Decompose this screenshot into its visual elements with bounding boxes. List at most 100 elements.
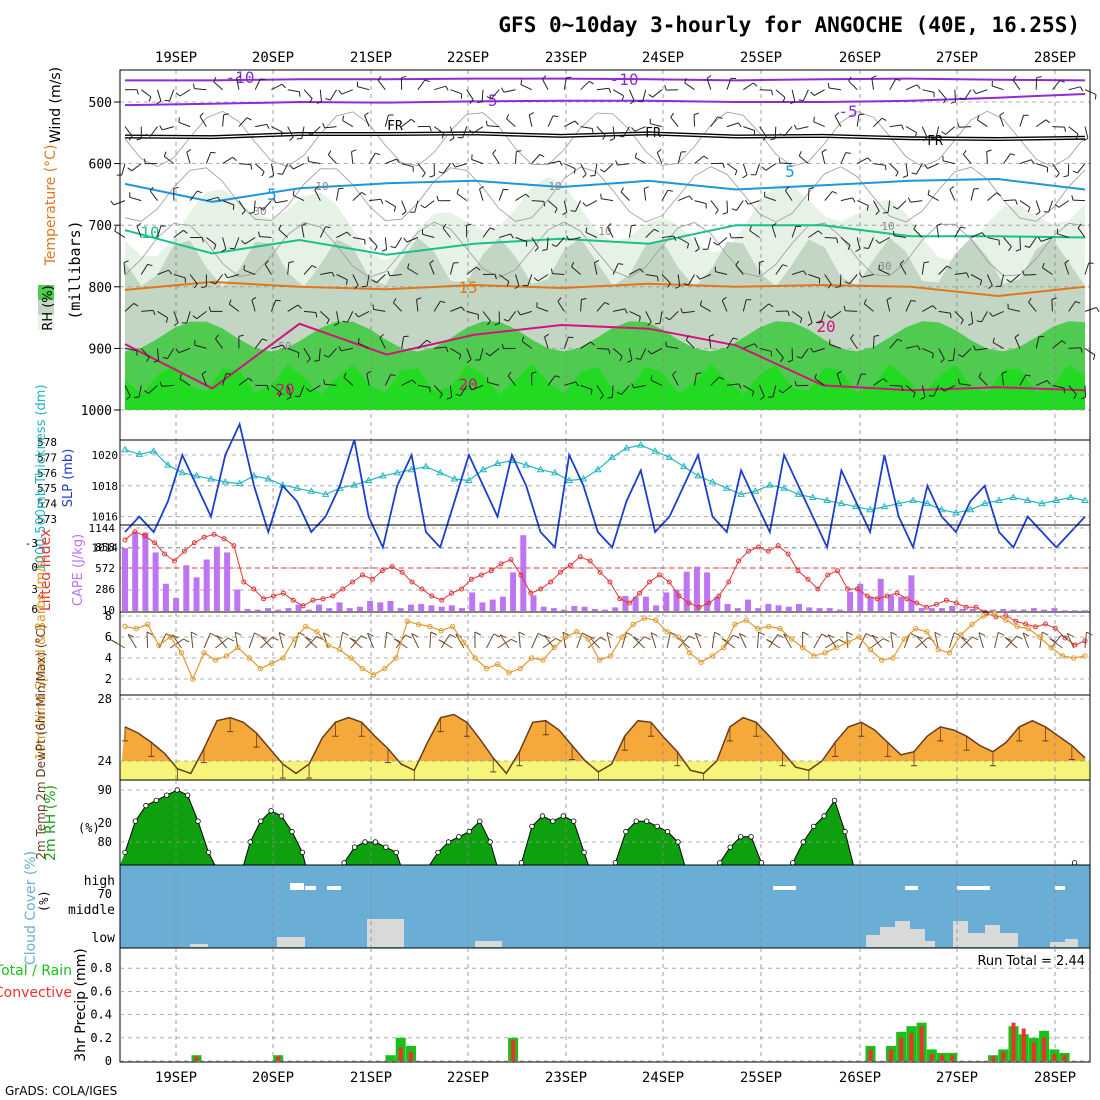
li-point — [478, 572, 484, 578]
wind-barb — [319, 226, 326, 238]
wind-barb-flag — [325, 226, 331, 229]
wind-speed-point — [280, 655, 286, 661]
li-point — [647, 579, 652, 585]
thickness-line — [124, 444, 1086, 514]
wind-barb — [856, 114, 860, 127]
wind-speed-point — [1082, 653, 1088, 659]
wind-barb-flag — [251, 296, 257, 301]
wind-barb-flag — [810, 91, 815, 96]
wind-barb-flag — [261, 171, 265, 177]
rh2m-point — [644, 818, 650, 824]
wind-barb-flag — [201, 370, 207, 375]
rh2m-point — [289, 828, 295, 835]
surface-wind-barb-flag — [127, 633, 135, 638]
wind-barb-flag — [978, 372, 982, 378]
wind-barb-flag — [479, 185, 484, 190]
temp-line — [124, 713, 1086, 775]
wind-barb-flag — [466, 359, 472, 363]
wind-barb-flag — [507, 371, 512, 377]
wind-barb — [1048, 200, 1053, 213]
wind-speed-point — [472, 655, 478, 661]
wind-barb-flag — [163, 151, 167, 157]
thickness-point — [837, 499, 846, 507]
thickness-point — [565, 476, 574, 483]
wind-barb — [771, 225, 777, 238]
wind-barb-flag — [867, 157, 872, 162]
wind-barb-flag — [201, 237, 204, 243]
wind-barb — [743, 126, 755, 131]
wind-barb — [287, 89, 300, 93]
wind-barb-flag — [199, 112, 204, 117]
cape-bar — [653, 605, 660, 611]
wind-barb — [970, 311, 974, 324]
wind-barb — [515, 193, 526, 202]
wind-barb — [735, 200, 744, 211]
wind-barb — [596, 385, 604, 396]
li-point — [518, 572, 524, 578]
wind-barb — [450, 306, 462, 312]
thickness-point — [350, 481, 359, 488]
cape-bar — [1041, 609, 1048, 611]
thickness-point — [722, 484, 731, 491]
wind-barb-flag — [403, 237, 408, 243]
wind-speed-point — [574, 629, 580, 635]
wind-barb-flag — [372, 304, 374, 310]
wind-barb-flag — [674, 285, 680, 289]
li-point — [320, 596, 326, 602]
wind-speed-point — [438, 628, 444, 634]
wind-barb-flag — [922, 137, 928, 142]
wind-barb — [1024, 274, 1037, 276]
surface-wind-barb — [260, 635, 273, 649]
wind-barb — [157, 89, 162, 102]
wind-barb-flag — [940, 358, 945, 363]
wind-barb — [308, 161, 321, 165]
wind-barb-flag — [590, 341, 595, 346]
surface-wind-barb-flag — [978, 632, 986, 637]
li-point — [290, 597, 296, 603]
thickness-point — [636, 441, 645, 448]
wind-barb — [808, 274, 820, 279]
li-point — [795, 568, 801, 574]
wind-barb — [314, 189, 321, 201]
wind-barb-flag — [1014, 333, 1020, 338]
wind-barb — [621, 385, 630, 395]
surface-wind-barb-flag — [838, 639, 846, 643]
thickness-point — [765, 481, 774, 488]
cape-bar — [939, 608, 945, 611]
wind-barb — [677, 274, 681, 287]
isotherm-line — [124, 224, 1086, 256]
wind-barb-flag — [469, 99, 474, 104]
wind-barb — [351, 151, 354, 164]
surface-wind-barb — [350, 635, 362, 649]
wind-barb — [547, 200, 558, 209]
rh2m-point — [163, 792, 170, 798]
wind-barb-flag — [544, 333, 550, 338]
pressure-axis-label: (millibars) — [66, 220, 84, 319]
wind-barb — [487, 125, 500, 128]
wind-barb — [194, 344, 207, 349]
wind-speed-point — [845, 639, 851, 645]
wind-barb-flag — [494, 274, 497, 280]
wind-barb — [784, 126, 793, 137]
contour-label: -10 — [226, 68, 255, 87]
wind-barb — [873, 200, 880, 212]
wind-barb-flag — [762, 136, 767, 141]
high-cloud-block — [327, 886, 341, 890]
wind-barb — [214, 274, 224, 285]
wind-barb — [336, 188, 340, 201]
wind-barb — [807, 311, 813, 324]
wind-barb-flag — [258, 231, 260, 237]
li-point — [1013, 618, 1019, 624]
pressure-tick-label: 1000 — [81, 404, 112, 419]
thickness-point — [550, 468, 559, 476]
wind-barb — [234, 237, 240, 249]
wind-barb-flag — [996, 192, 1001, 197]
li-point — [726, 579, 732, 585]
wind-barb-flag — [899, 260, 905, 265]
wind-barb-flag — [852, 197, 856, 203]
wind-barb — [169, 89, 175, 102]
wind-barb — [629, 310, 641, 317]
wind-barb — [1051, 299, 1053, 312]
wind-barb — [222, 114, 225, 127]
wind-barb — [586, 200, 598, 207]
